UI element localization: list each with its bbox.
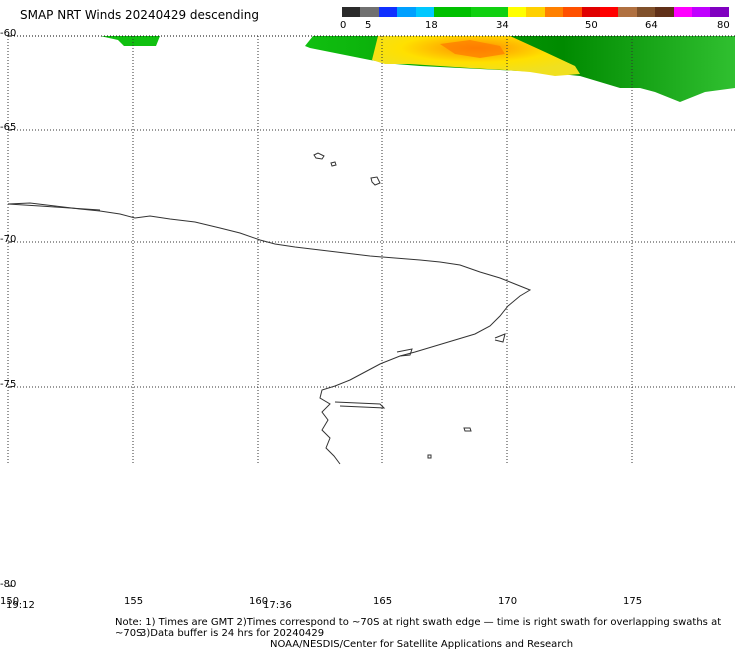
colorbar-seg	[397, 7, 416, 17]
lon-label: 160	[249, 596, 269, 607]
colorbar-seg	[692, 7, 711, 17]
colorbar-seg	[378, 7, 398, 17]
colorbar-seg	[636, 7, 656, 17]
lat-label: -75	[0, 379, 17, 390]
lon-label: 150	[0, 596, 20, 607]
footer-note-1: Note: 1) Times are GMT 2)Times correspon…	[115, 617, 722, 639]
colorbar-seg	[342, 7, 361, 17]
time-label: 17:36	[263, 600, 292, 611]
lon-label: 175	[623, 596, 643, 607]
island-2	[330, 161, 337, 167]
colorbar-seg	[470, 7, 508, 17]
island-1	[313, 152, 325, 160]
time-label: 19:12	[6, 600, 35, 611]
colorbar-seg	[599, 7, 619, 17]
lat-label: -80	[0, 579, 17, 590]
lat-label: -65	[0, 122, 17, 133]
colorbar-seg	[360, 7, 379, 17]
coastline-main	[7, 202, 532, 465]
wind-swath-orange	[440, 40, 505, 58]
island-3	[370, 176, 381, 186]
island-4	[463, 427, 472, 432]
island-5	[427, 454, 432, 459]
colorbar-label: 34	[496, 20, 509, 31]
colorbar-seg	[434, 7, 471, 17]
colorbar-seg	[655, 7, 674, 17]
colorbar-seg	[563, 7, 582, 17]
lon-label: 170	[498, 596, 518, 607]
colorbar-label: 80	[717, 20, 730, 31]
colorbar-seg	[618, 7, 637, 17]
colorbar-seg	[526, 7, 545, 17]
colorbar-label: 5	[365, 20, 372, 31]
lat-label: -60	[0, 28, 17, 39]
colorbar-seg	[673, 7, 693, 17]
colorbar-seg	[507, 7, 527, 17]
colorbar-label: 0	[340, 20, 347, 31]
footer-note-2: 3)Data buffer is 24 hrs for 20240429	[140, 628, 325, 639]
wind-swath-green-left	[100, 36, 160, 46]
colorbar-seg	[415, 7, 435, 17]
colorbar-seg	[544, 7, 564, 17]
coastline-ice-shelf	[7, 203, 101, 211]
coast-detail-2	[494, 333, 506, 343]
colorbar-seg	[581, 7, 600, 17]
lon-label: 155	[124, 596, 144, 607]
lon-label: 165	[373, 596, 393, 607]
coast-detail	[396, 348, 413, 357]
colorbar-label: 64	[645, 20, 658, 31]
colorbar	[342, 7, 729, 17]
footer-credit: NOAA/NESDIS/Center for Satellite Applica…	[270, 639, 574, 650]
colorbar-label: 18	[425, 20, 438, 31]
ice-tongue	[334, 401, 386, 409]
lat-label: -70	[0, 234, 17, 245]
colorbar-seg	[710, 7, 729, 17]
map-title: SMAP NRT Winds 20240429 descending	[20, 8, 259, 22]
colorbar-label: 50	[585, 20, 598, 31]
